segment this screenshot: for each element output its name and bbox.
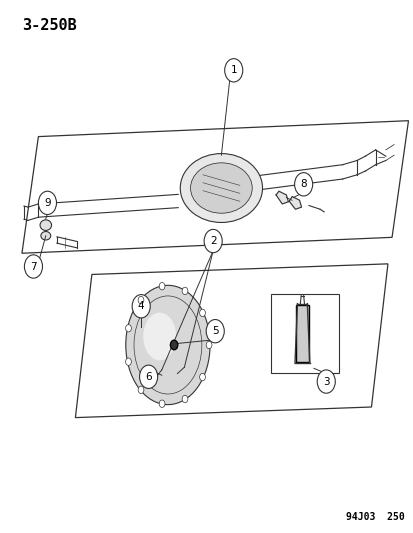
Polygon shape [275, 191, 288, 204]
Circle shape [138, 386, 144, 393]
Circle shape [38, 191, 56, 215]
Circle shape [159, 400, 164, 407]
Text: 3-250B: 3-250B [22, 18, 76, 34]
Circle shape [182, 287, 188, 295]
Circle shape [206, 319, 224, 343]
Ellipse shape [190, 163, 252, 213]
Ellipse shape [143, 313, 176, 360]
Text: 94J03  250: 94J03 250 [345, 512, 404, 522]
Circle shape [199, 309, 205, 317]
Text: 1: 1 [230, 66, 237, 75]
Circle shape [132, 295, 150, 318]
Circle shape [316, 370, 335, 393]
Circle shape [294, 173, 312, 196]
Circle shape [224, 59, 242, 82]
Circle shape [24, 255, 43, 278]
Circle shape [199, 374, 205, 381]
Text: 8: 8 [299, 179, 306, 189]
Text: 5: 5 [211, 326, 218, 336]
Ellipse shape [126, 285, 209, 405]
Text: 6: 6 [145, 372, 152, 382]
Polygon shape [289, 197, 301, 209]
Circle shape [204, 229, 222, 253]
Circle shape [159, 282, 164, 290]
Circle shape [125, 325, 131, 332]
FancyBboxPatch shape [295, 305, 308, 362]
Text: 2: 2 [209, 236, 216, 246]
Circle shape [206, 341, 211, 349]
Text: 3: 3 [322, 376, 329, 386]
FancyBboxPatch shape [270, 294, 338, 373]
Circle shape [170, 340, 177, 350]
Circle shape [138, 296, 144, 304]
Text: 4: 4 [138, 301, 144, 311]
Ellipse shape [180, 154, 262, 222]
Text: 9: 9 [44, 198, 51, 208]
Circle shape [182, 395, 188, 403]
Circle shape [139, 365, 157, 389]
Circle shape [125, 358, 131, 366]
Ellipse shape [41, 231, 51, 240]
Ellipse shape [40, 220, 52, 230]
Text: 7: 7 [30, 262, 37, 271]
